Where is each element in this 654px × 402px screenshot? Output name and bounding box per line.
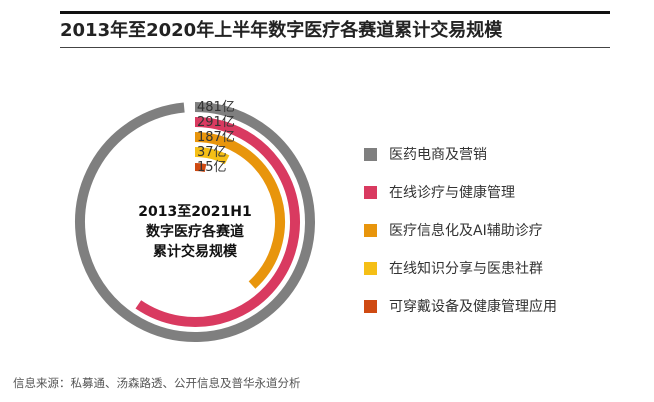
center-label-line-1: 2013至2021H1 (138, 204, 251, 220)
ring-series-3 (194, 132, 285, 289)
ring-series-4 (194, 147, 230, 165)
center-label-line-3: 累计交易规模 (153, 243, 238, 260)
title-underline (60, 47, 610, 48)
legend-label: 在线诊疗与健康管理 (389, 185, 515, 201)
title-top-rule (60, 11, 610, 14)
value-label-3: 187亿 (197, 130, 235, 145)
legend-item-5: 可穿戴设备及健康管理应用 (364, 296, 557, 316)
legend-swatch (364, 223, 377, 237)
ring-series-2 (135, 117, 301, 327)
value-label-2: 291亿 (197, 115, 235, 130)
legend-item-2: 在线诊疗与健康管理 (364, 182, 515, 202)
ring-series-1 (75, 102, 315, 342)
legend-swatch (364, 299, 377, 313)
legend-label: 在线知识分享与医患社群 (389, 261, 543, 277)
legend-label: 医药电商及营销 (389, 147, 487, 163)
legend-label: 可穿戴设备及健康管理应用 (389, 299, 557, 315)
legend-item-4: 在线知识分享与医患社群 (364, 258, 543, 278)
source-note: 信息来源：私募通、汤森路透、公开信息及普华永道分析 (13, 376, 301, 390)
chart-title: 2013年至2020年上半年数字医疗各赛道累计交易规模 (60, 20, 503, 41)
legend-swatch (364, 185, 377, 199)
center-label-line-2: 数字医疗各赛道 (146, 223, 244, 240)
value-label-5: 15亿 (197, 160, 227, 175)
legend-swatch (364, 261, 377, 275)
legend-item-3: 医疗信息化及AI辅助诊疗 (364, 220, 543, 240)
ring-series-5 (194, 162, 207, 172)
title-block: 2013年至2020年上半年数字医疗各赛道累计交易规模 (60, 11, 610, 48)
value-label-4: 37亿 (197, 145, 227, 160)
legend-swatch (364, 147, 377, 161)
legend-label: 医疗信息化及AI辅助诊疗 (389, 223, 543, 239)
value-label-1: 481亿 (197, 100, 235, 115)
legend-item-1: 医药电商及营销 (364, 144, 487, 164)
